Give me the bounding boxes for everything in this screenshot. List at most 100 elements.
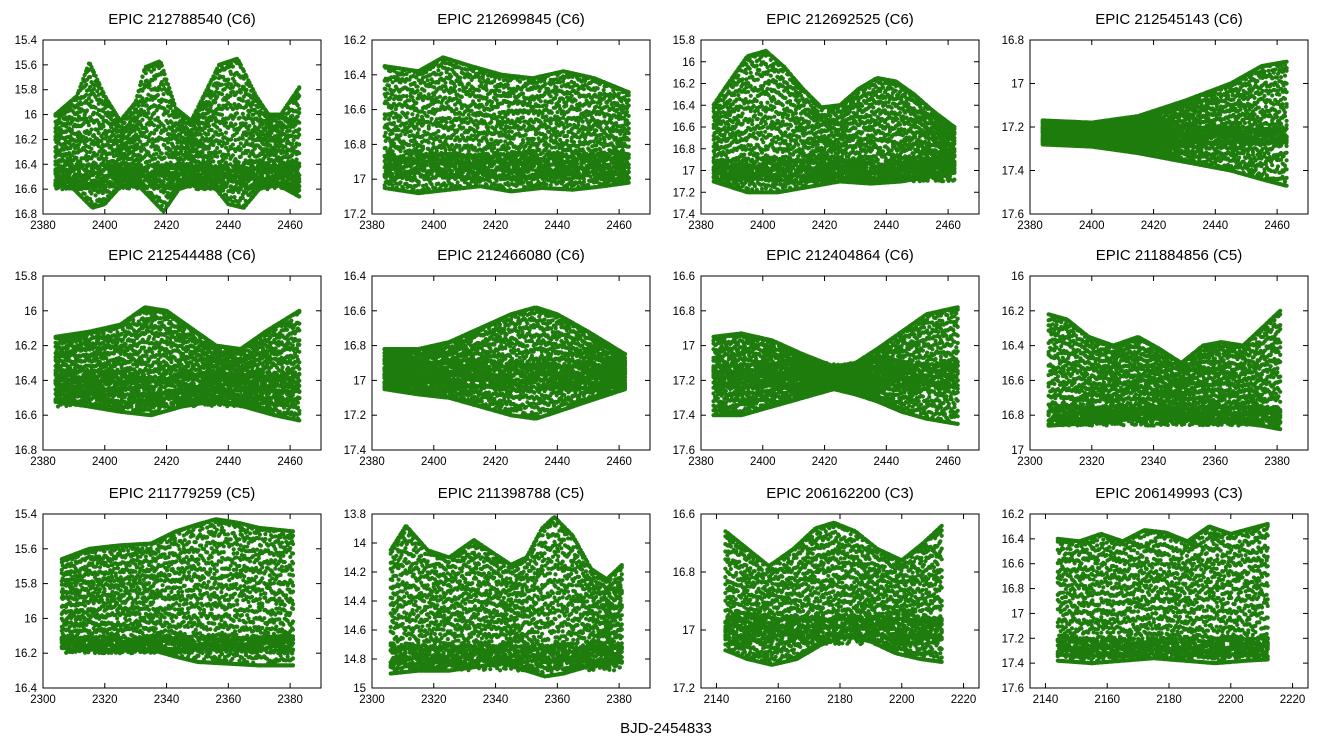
data-point [297, 142, 301, 146]
data-point [144, 71, 148, 75]
data-point [461, 126, 465, 130]
data-point [206, 132, 210, 136]
data-point [237, 84, 241, 88]
data-point [148, 83, 152, 87]
data-point [426, 78, 430, 82]
panel-title: EPIC 212788540 (C6) [108, 11, 256, 28]
data-point [387, 84, 391, 88]
data-point [231, 65, 235, 69]
data-point [417, 182, 421, 186]
data-point [156, 93, 160, 97]
data-point [83, 192, 87, 196]
data-point [166, 82, 170, 86]
data-point [84, 93, 88, 97]
panel-2: EPIC 212699845 (C6)2380 2400 2420 2440 24601… [344, 11, 650, 232]
data-point [406, 111, 410, 115]
panel-title: EPIC 212699845 (C6) [437, 11, 585, 28]
data-point [241, 99, 245, 103]
data-point [241, 112, 245, 116]
data-point [247, 124, 251, 128]
data-point [448, 116, 452, 120]
data-point [231, 153, 235, 157]
data-point [213, 100, 217, 104]
data-point [297, 127, 301, 131]
data-point [457, 144, 461, 148]
data-point [166, 140, 170, 144]
panel-1: EPIC 212788540 (C6) 2380 2400 2420 2440 2460 1… [15, 11, 321, 232]
data-point [443, 81, 447, 85]
data-point [215, 86, 219, 90]
y-tick-label: 15.8 [15, 85, 37, 97]
data-point [453, 84, 457, 88]
data-point [401, 146, 405, 150]
data-point [297, 179, 301, 183]
data-point [235, 111, 239, 115]
data-point [140, 96, 144, 100]
data-point [224, 131, 228, 135]
data-point [220, 83, 224, 87]
data-point [399, 115, 403, 119]
data-point [84, 83, 88, 87]
data-point [81, 163, 85, 167]
data-point [207, 124, 211, 128]
data-point [430, 117, 434, 121]
data-point [101, 124, 105, 128]
data-point [220, 92, 224, 96]
data-point [445, 120, 449, 124]
data-point [426, 114, 430, 118]
data-point [103, 186, 107, 190]
data-points [53, 57, 301, 214]
x-tick-label: 2420 [154, 220, 180, 232]
data-point [211, 159, 215, 163]
data-point [140, 75, 144, 79]
data-point [297, 121, 301, 125]
data-point [224, 121, 228, 125]
data-point [211, 143, 215, 147]
data-point [167, 86, 171, 90]
data-point [416, 85, 420, 89]
x-tick-label: 2380 [30, 220, 56, 232]
data-point [416, 114, 420, 118]
data-point [414, 101, 418, 105]
data-point [427, 92, 431, 96]
data-point [384, 131, 388, 135]
y-tick-label: 16.6 [15, 184, 37, 196]
data-point [220, 132, 224, 136]
data-point [89, 147, 93, 151]
data-point [218, 128, 222, 132]
x-tick-label: 2440 [216, 220, 242, 232]
data-point [456, 180, 460, 184]
data-point [152, 67, 156, 71]
data-point [297, 151, 301, 155]
x-tick-label: 2460 [277, 220, 303, 232]
data-point [290, 142, 294, 146]
data-point [391, 131, 395, 135]
data-point [153, 157, 157, 161]
data-point [232, 195, 236, 199]
data-point [449, 74, 453, 78]
data-point [169, 90, 173, 94]
data-point [238, 116, 242, 120]
x-axis-label: BJD-2454833 [620, 720, 712, 737]
data-point [436, 68, 440, 72]
data-point [231, 143, 235, 147]
data-point [164, 77, 168, 81]
data-point [242, 69, 246, 73]
data-point [405, 94, 409, 98]
data-point [220, 113, 224, 117]
x-tick-label: 2400 [92, 220, 118, 232]
y-tick-label: 16.4 [15, 159, 38, 171]
data-point [288, 129, 292, 133]
data-point [85, 108, 89, 112]
data-point [399, 133, 403, 137]
data-point [218, 150, 222, 154]
data-point [296, 103, 300, 107]
data-point [97, 82, 101, 86]
data-point [215, 154, 219, 158]
data-point [94, 193, 98, 197]
data-point [160, 151, 164, 155]
data-point [138, 140, 142, 144]
data-point [163, 156, 167, 160]
data-point [239, 147, 243, 151]
